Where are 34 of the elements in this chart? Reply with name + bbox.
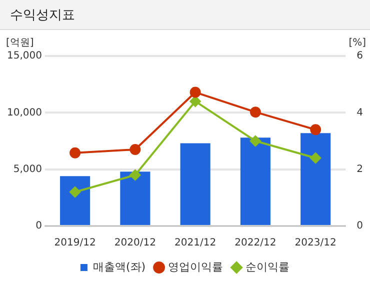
point (310, 152, 322, 164)
y2-tick-label: 4 (356, 107, 364, 118)
y2-tick-label: 6 (356, 50, 364, 62)
y2-tick-label: 2 (356, 164, 364, 175)
legend-label: 순이익률 (246, 260, 290, 274)
bar (240, 138, 270, 225)
x-tick-label: 2023/12 (294, 238, 336, 249)
x-tick-label: 2020/12 (114, 238, 156, 249)
y-axis-title: [억원] (6, 38, 34, 49)
y2-tick-label: 0 (356, 220, 364, 232)
bar (60, 176, 90, 225)
x-tick-label: 2022/12 (234, 238, 276, 249)
x-tick-label: 2019/12 (54, 238, 96, 249)
point (250, 136, 261, 146)
point (130, 144, 141, 155)
y-tick-label: 5,000 (13, 164, 42, 175)
legend-label: 매출액(좌) (92, 260, 146, 274)
chart-title: 수익성지표 (0, 0, 370, 30)
bar (180, 143, 210, 225)
legend-label: 영업이익률 (168, 260, 224, 274)
point (250, 106, 261, 118)
bar (120, 172, 150, 225)
point (130, 170, 141, 180)
y-tick-label: 10,000 (6, 107, 42, 118)
point (190, 96, 201, 107)
point (310, 124, 322, 136)
point (70, 186, 81, 198)
bar (300, 133, 331, 225)
y-tick-label: 0 (36, 220, 42, 232)
x-tick-label: 2021/12 (174, 238, 216, 249)
y-tick-label: 15,000 (6, 50, 42, 62)
point (190, 86, 201, 98)
point (70, 147, 81, 158)
y2-axis-title: [%] (348, 38, 366, 49)
